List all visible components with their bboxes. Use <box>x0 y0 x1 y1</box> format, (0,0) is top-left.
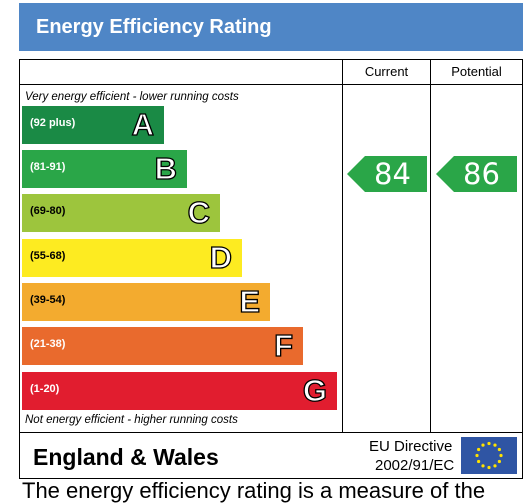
footer-divider <box>19 432 523 433</box>
flag-star <box>499 453 503 458</box>
column-header-current: Current <box>364 64 409 79</box>
flag-star <box>497 459 501 464</box>
flag-star <box>497 447 501 452</box>
flag-star <box>475 453 479 458</box>
eu-directive-label: EU Directive <box>369 438 453 455</box>
footer-region: England & Wales <box>33 444 219 470</box>
band-letter: F <box>273 327 293 363</box>
flag-star <box>477 447 481 452</box>
top-note: Very energy efficient - lower running co… <box>25 91 239 103</box>
band-c: (69-80) C <box>22 194 220 232</box>
band-letter: B <box>154 150 178 186</box>
potential-rating-arrow: 86 <box>436 156 517 192</box>
band-range-label: (81-91) <box>30 161 66 173</box>
band-range-label: (92 plus) <box>30 117 76 129</box>
flag-star <box>481 443 485 447</box>
band-b: (81-91) B <box>22 150 187 188</box>
chart-title: Energy Efficiency Rating <box>36 16 272 38</box>
eu-directive-number: 2002/91/EC <box>375 457 455 474</box>
band-e: (39-54) E <box>22 283 270 321</box>
band-range-label: (55-68) <box>30 250 66 262</box>
band-g: (1-20) G <box>22 372 337 410</box>
band-d: (55-68) D <box>22 239 242 277</box>
column-divider <box>430 59 431 433</box>
eu-flag-icon <box>461 437 517 474</box>
column-divider <box>342 59 343 433</box>
band-a: (92 plus) A <box>22 106 164 144</box>
band-letter: G <box>302 372 327 408</box>
current-rating-arrow-value: 84 <box>374 157 411 191</box>
flag-star <box>481 464 485 468</box>
band-letter: D <box>209 239 233 275</box>
flag-star <box>487 465 491 470</box>
flag-star <box>487 441 491 446</box>
band-f: (21-38) F <box>22 327 303 365</box>
band-range-label: (39-54) <box>30 294 66 306</box>
flag-star <box>493 443 497 447</box>
band-range-label: (69-80) <box>30 205 66 217</box>
current-rating-arrow: 84 <box>347 156 427 192</box>
potential-rating-arrow-shape <box>436 156 517 192</box>
title-bar: Energy Efficiency Rating <box>19 3 523 51</box>
band-letter: C <box>187 194 211 230</box>
band-letter: A <box>131 106 155 142</box>
bottom-note: Not energy efficient - higher running co… <box>25 414 238 426</box>
rating-table <box>19 59 523 479</box>
band-range-label: (21-38) <box>30 338 66 350</box>
truncated-paragraph: The energy efficiency rating is a measur… <box>22 478 486 503</box>
potential-rating-arrow-value: 86 <box>463 157 500 191</box>
band-range-label: (1-20) <box>30 383 60 395</box>
flag-star <box>493 464 497 468</box>
current-rating-arrow-shape <box>347 156 427 192</box>
header-divider <box>19 84 523 85</box>
flag-star <box>477 459 481 464</box>
band-letter: E <box>239 283 261 319</box>
column-header-potential: Potential <box>451 64 502 79</box>
